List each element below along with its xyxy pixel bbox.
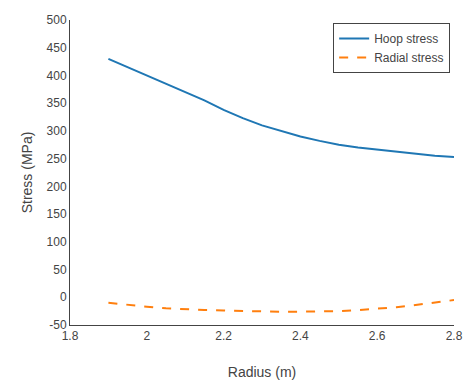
svg-text:400: 400 — [47, 69, 67, 83]
svg-text:Radial stress: Radial stress — [374, 51, 443, 65]
svg-text:Stress (MPa): Stress (MPa) — [19, 132, 35, 214]
svg-text:2.4: 2.4 — [292, 329, 309, 343]
svg-text:2.8: 2.8 — [446, 329, 463, 343]
svg-text:Radius (m): Radius (m) — [228, 364, 296, 380]
svg-text:2.6: 2.6 — [369, 329, 386, 343]
svg-text:300: 300 — [47, 124, 67, 138]
svg-text:250: 250 — [47, 152, 67, 166]
svg-text:2: 2 — [143, 329, 150, 343]
svg-text:0: 0 — [60, 290, 67, 304]
svg-text:150: 150 — [47, 207, 67, 221]
svg-text:-50: -50 — [49, 318, 67, 332]
svg-text:1.8: 1.8 — [62, 329, 79, 343]
svg-text:Hoop stress: Hoop stress — [374, 32, 438, 46]
svg-text:500: 500 — [47, 13, 67, 27]
svg-text:2.2: 2.2 — [215, 329, 232, 343]
svg-text:200: 200 — [47, 180, 67, 194]
svg-text:450: 450 — [47, 41, 67, 55]
svg-text:50: 50 — [53, 263, 67, 277]
svg-text:350: 350 — [47, 96, 67, 110]
svg-text:100: 100 — [47, 235, 67, 249]
